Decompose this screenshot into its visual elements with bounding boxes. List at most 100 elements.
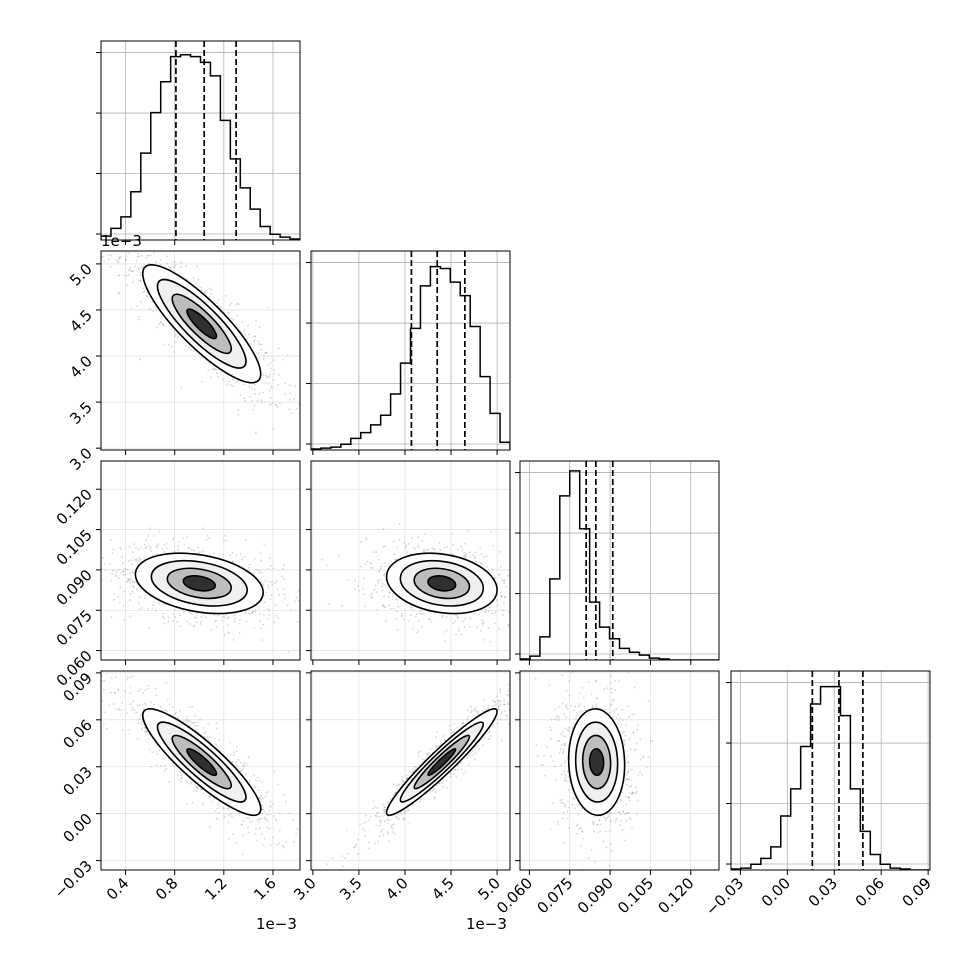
scatter-point [195, 282, 198, 285]
scatter-point [262, 391, 265, 394]
scatter-point [174, 608, 176, 611]
scatter-point [235, 554, 238, 557]
scatter-point [163, 622, 166, 625]
scatter-point [142, 265, 145, 268]
scatter-point [370, 592, 373, 595]
scatter-point [456, 616, 459, 619]
scatter-point [102, 723, 105, 725]
scatter-point [476, 711, 479, 713]
scatter-point [365, 820, 367, 823]
scatter-point [143, 702, 146, 704]
scatter-point [173, 261, 176, 263]
scatter-point [411, 771, 414, 774]
scatter-point [215, 722, 218, 725]
scatter-point [166, 547, 168, 550]
scatter-point [204, 616, 207, 619]
scatter-point [203, 736, 206, 738]
y-tick-label: 3.5 [66, 398, 96, 428]
scatter-point [357, 585, 360, 587]
scatter-point [142, 708, 145, 711]
scatter-point [250, 343, 253, 346]
scatter-point [122, 604, 125, 607]
scatter-point [500, 595, 503, 598]
scatter-point [383, 562, 386, 564]
scatter-point [276, 405, 279, 408]
scatter-point [129, 585, 132, 588]
scatter-point [236, 302, 239, 305]
scatter-point [191, 705, 194, 708]
histogram-step-line [520, 470, 719, 660]
scatter-point [180, 261, 183, 264]
scatter-point [401, 778, 403, 781]
scatter-point [558, 716, 560, 719]
scatter-point [216, 807, 218, 810]
scatter-point [510, 703, 512, 705]
scatter-point [115, 259, 118, 262]
scatter-point [290, 609, 293, 611]
scatter-point [592, 822, 595, 825]
scatter-point [253, 340, 256, 343]
scatter-point [352, 846, 355, 849]
scatter-point [137, 602, 140, 604]
scatter-point [129, 266, 132, 269]
scatter-point [381, 589, 384, 592]
scatter-point [131, 270, 134, 273]
scatter-point [129, 685, 132, 688]
scatter-point [256, 818, 259, 821]
scatter-point [150, 546, 153, 549]
scatter-point [200, 286, 202, 289]
scatter-point [628, 715, 630, 718]
scatter-point [156, 546, 159, 549]
scatter-point [216, 371, 219, 374]
scatter-point [141, 607, 144, 609]
scatter-point [143, 544, 146, 546]
scatter-point [129, 615, 132, 618]
scatter-point [367, 841, 370, 844]
scatter-point [596, 823, 598, 826]
scatter-point [131, 563, 133, 566]
scatter-point [446, 629, 449, 632]
scatter-point [229, 384, 232, 386]
scatter-point [579, 845, 582, 847]
scatter-point [449, 775, 452, 778]
scatter-point [136, 305, 138, 308]
scatter-point [359, 541, 362, 543]
scatter-point [229, 304, 231, 307]
scatter-point [217, 614, 220, 617]
scatter-point [382, 603, 385, 606]
scatter-point [127, 577, 129, 580]
scatter-point [456, 727, 459, 729]
scatter-point [265, 351, 268, 354]
scatter-point [464, 626, 466, 628]
scatter-point [187, 346, 190, 349]
scatter-point [438, 542, 441, 544]
scatter-point [406, 808, 409, 811]
scatter-point [256, 399, 259, 402]
scatter-point [196, 724, 199, 727]
scatter-point [466, 718, 469, 721]
scatter-point [419, 798, 422, 801]
scatter-point [278, 812, 281, 815]
scatter-point [269, 557, 272, 560]
scatter-point [257, 353, 260, 355]
scatter-point [247, 756, 250, 758]
scatter-point [258, 620, 261, 623]
scatter-point [435, 731, 438, 734]
scatter-point [269, 389, 271, 392]
scatter-point [261, 639, 264, 641]
scatter-point [245, 816, 248, 819]
scatter-point [144, 689, 147, 691]
scatter-point [273, 368, 275, 371]
scatter-point [278, 402, 281, 405]
scatter-point [400, 811, 402, 814]
scatter-point [273, 621, 276, 624]
panel-plot-area [311, 671, 512, 870]
scatter-point [136, 588, 139, 591]
scatter-point [122, 570, 124, 573]
density-contour [171, 293, 233, 355]
scatter-point [524, 578, 526, 580]
scatter-point [383, 820, 386, 823]
scatter-point [462, 555, 465, 557]
scatter-point [121, 561, 124, 564]
scatter-point [267, 872, 269, 874]
